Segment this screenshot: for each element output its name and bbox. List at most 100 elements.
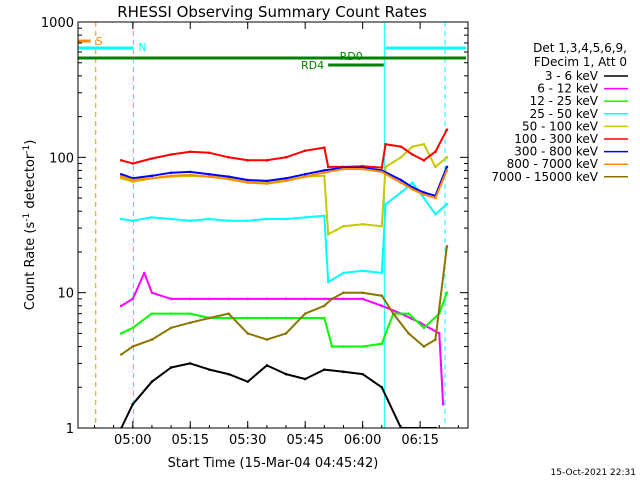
series-point-2	[150, 312, 154, 315]
series-point-5	[422, 159, 426, 162]
series-point-8	[380, 294, 384, 297]
series-point-1	[150, 291, 154, 294]
series-point-1	[131, 297, 135, 301]
series-point-7	[445, 169, 449, 172]
series-point-3	[422, 196, 426, 200]
legend-label: 6 - 12 keV	[537, 82, 599, 96]
series-point-6	[150, 174, 154, 178]
series-line-7	[121, 168, 448, 200]
series-point-2	[188, 312, 192, 315]
series-point-6	[246, 178, 250, 182]
series-line-5	[121, 129, 448, 169]
y-axis-label-part1: Count Rate (s	[23, 222, 38, 311]
series-point-1	[119, 304, 123, 308]
series-point-7	[399, 181, 403, 184]
legend-header-line2: FDecim 1, Att 0	[534, 55, 627, 69]
series-point-8	[265, 338, 269, 341]
series-layer	[119, 128, 449, 428]
series-point-5	[119, 159, 123, 162]
series-point-5	[208, 151, 211, 155]
legend-label: 100 - 300 keV	[514, 132, 598, 146]
series-point-0	[380, 385, 384, 389]
series-point-7	[422, 193, 426, 196]
series-point-4	[361, 223, 364, 226]
y-tick-label: 1000	[41, 16, 74, 31]
series-point-2	[323, 316, 326, 320]
annotation-rd0-label: RD0	[340, 50, 363, 63]
series-point-6	[169, 171, 173, 174]
series-point-1	[380, 304, 384, 308]
series-point-2	[342, 345, 345, 348]
series-point-5	[284, 156, 288, 159]
series-point-3	[150, 216, 154, 219]
y-axis-label-part3: )	[23, 140, 38, 145]
series-point-8	[131, 345, 135, 348]
series-point-1	[265, 297, 269, 301]
series-point-2	[445, 291, 449, 294]
series-point-3	[246, 219, 250, 223]
series-point-5	[169, 153, 173, 156]
series-point-8	[169, 326, 173, 330]
series-point-1	[169, 297, 173, 301]
series-point-4	[434, 165, 437, 169]
series-point-4	[422, 142, 426, 146]
series-point-2	[119, 332, 123, 335]
series-point-3	[323, 214, 326, 218]
annotation-layer: S N RD0 RD4	[78, 22, 467, 428]
series-point-5	[399, 145, 403, 148]
series-point-1	[208, 297, 211, 301]
series-point-5	[380, 166, 384, 169]
series-point-4	[380, 224, 384, 228]
series-point-1	[342, 297, 345, 301]
y-axis-label-part2: detector	[23, 153, 38, 213]
series-point-4	[384, 165, 387, 169]
series-point-6	[323, 169, 326, 172]
series-line-8	[120, 246, 448, 356]
series-point-3	[434, 212, 437, 216]
series-point-3	[361, 269, 364, 273]
legend-header-line1: Det 1,3,4,5,6,9,	[533, 41, 627, 55]
series-point-7	[434, 196, 437, 200]
series-point-1	[227, 297, 230, 301]
series-point-0	[131, 402, 135, 406]
series-point-6	[119, 172, 123, 176]
series-point-4	[326, 232, 330, 236]
plot-frame	[77, 21, 469, 429]
series-point-2	[131, 326, 135, 330]
series-point-7	[323, 171, 326, 174]
series-point-7	[303, 175, 307, 178]
y-tick-label: 100	[49, 151, 74, 166]
series-point-1	[361, 297, 364, 301]
series-point-0	[208, 368, 211, 371]
series-point-2	[330, 345, 334, 348]
series-point-0	[246, 380, 250, 383]
series-point-0	[227, 372, 230, 376]
legend-label: 300 - 800 keV	[514, 145, 598, 159]
series-point-2	[246, 316, 250, 320]
series-point-2	[284, 316, 288, 320]
series-point-3	[284, 217, 288, 221]
y-tick-label: 1	[66, 422, 74, 437]
series-point-5	[265, 159, 269, 162]
series-point-8	[342, 291, 345, 294]
series-point-6	[208, 172, 211, 176]
series-point-3	[265, 217, 269, 221]
series-line-1	[120, 271, 445, 405]
legend-label: 800 - 7000 keV	[507, 157, 599, 171]
series-point-4	[342, 224, 345, 228]
series-point-8	[150, 338, 154, 341]
series-point-1	[437, 332, 441, 335]
series-point-7	[227, 177, 230, 181]
series-point-0	[284, 372, 288, 376]
series-point-8	[434, 338, 437, 341]
series-point-0	[303, 377, 307, 381]
series-point-2	[361, 345, 364, 348]
series-point-6	[227, 175, 230, 178]
annotation-n-label: N	[138, 41, 146, 54]
x-tick-label: 05:45	[286, 433, 323, 448]
series-point-5	[411, 153, 414, 156]
series-point-5	[150, 157, 154, 160]
series-point-3	[208, 217, 211, 221]
